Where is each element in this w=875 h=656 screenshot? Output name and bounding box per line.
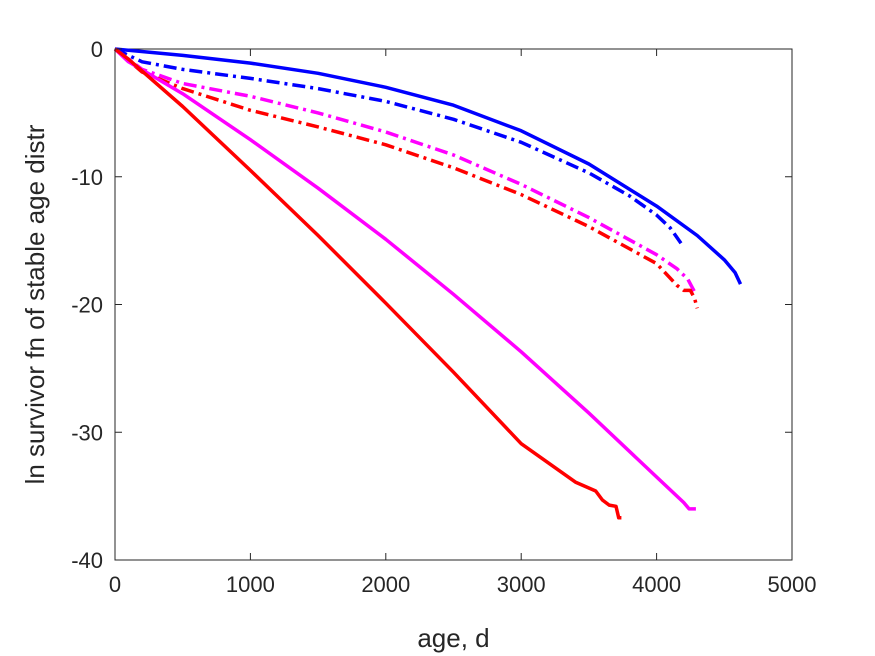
- series-layer: [113, 47, 743, 520]
- y-tick-label: 0: [91, 37, 103, 62]
- plot-area: [114, 48, 793, 561]
- x-tick-label: 5000: [768, 572, 817, 597]
- x-tick-label: 3000: [497, 572, 546, 597]
- x-tick-label: 0: [109, 572, 121, 597]
- y-tick-label: -40: [71, 548, 103, 573]
- y-tick-label: -10: [71, 165, 103, 190]
- plot-frame: [114, 48, 793, 561]
- x-axis-label: age, d: [417, 623, 489, 653]
- series-line-5: [113, 47, 696, 511]
- ticks-layer: 0 1000 2000 3000 4000 5000 0 -10 -20 -30 -40: [71, 37, 816, 597]
- series-line-2: [114, 47, 683, 245]
- x-tick-label: 2000: [361, 572, 410, 597]
- series-line-6: [113, 47, 622, 520]
- y-tick-label: -20: [71, 293, 103, 318]
- y-axis-label: ln survivor fn of stable age distr: [20, 124, 50, 484]
- series-line-4: [113, 47, 699, 309]
- y-tick-label: -30: [71, 420, 103, 445]
- x-tick-label: 4000: [632, 572, 681, 597]
- x-tick-label: 1000: [226, 572, 275, 597]
- series-line-1: [114, 47, 743, 285]
- series-line-3: [113, 47, 697, 293]
